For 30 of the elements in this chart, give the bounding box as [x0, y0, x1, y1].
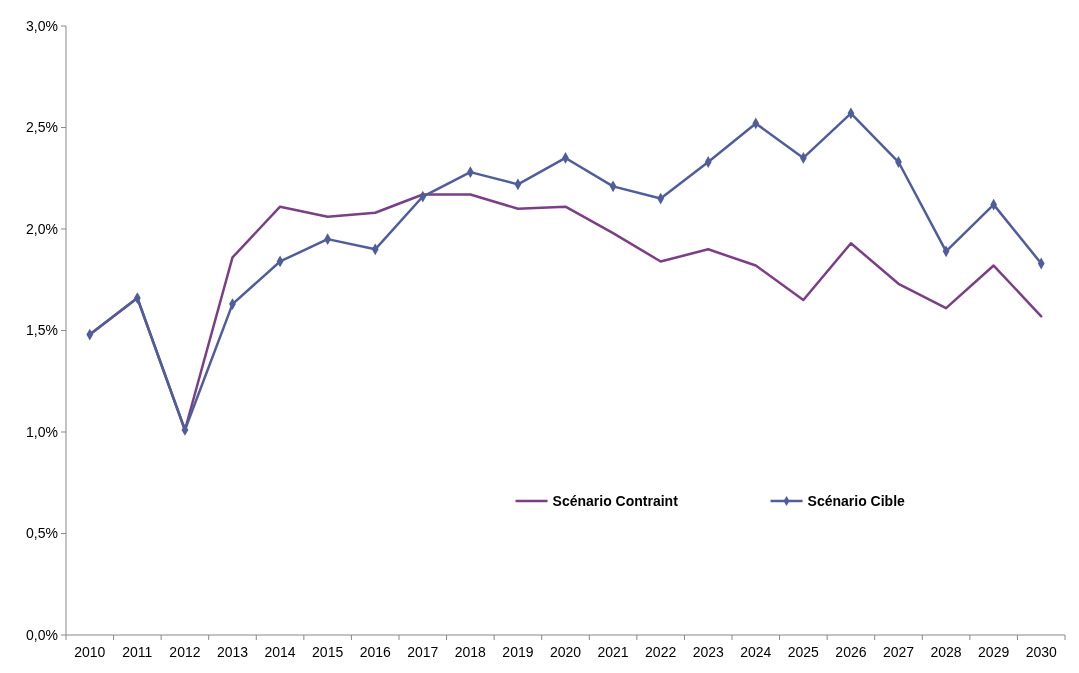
x-tick-label: 2017 [407, 644, 439, 660]
x-tick-label: 2020 [549, 644, 582, 660]
x-tick-label: 2029 [978, 644, 1010, 660]
x-tick-label: 2014 [264, 644, 296, 660]
y-tick-label: 2,0% [26, 220, 58, 237]
x-tick-label: 2023 [692, 644, 724, 660]
legend-label: Scénario Contraint [552, 492, 679, 509]
x-tick-label: 2011 [122, 644, 153, 660]
x-tick-label: 2010 [74, 644, 106, 660]
x-tick-label: 2030 [1025, 644, 1057, 660]
legend-label: Scénario Cible [807, 492, 906, 509]
x-tick-label: 2022 [645, 644, 677, 660]
x-tick-label: 2027 [882, 644, 915, 660]
x-tick-label: 2019 [502, 644, 534, 660]
x-tick-label: 2024 [740, 644, 772, 660]
x-tick-label: 2026 [835, 644, 867, 660]
x-tick-label: 2021 [597, 644, 629, 660]
y-tick-label: 2,5% [26, 119, 58, 136]
y-tick-label: 0,0% [26, 626, 58, 643]
x-tick-label: 2025 [787, 644, 820, 660]
y-tick-label: 1,0% [26, 423, 58, 440]
x-tick-label: 2016 [359, 644, 391, 660]
x-tick-label: 2018 [454, 644, 487, 660]
x-tick-label: 2012 [169, 644, 201, 660]
y-tick-label: 1,5% [26, 322, 58, 339]
y-tick-label: 0,5% [26, 525, 58, 542]
x-tick-label: 2015 [312, 644, 344, 660]
y-tick-label: 3,0% [26, 17, 58, 34]
x-tick-label: 2028 [930, 644, 962, 660]
x-tick-label: 2013 [216, 644, 249, 660]
